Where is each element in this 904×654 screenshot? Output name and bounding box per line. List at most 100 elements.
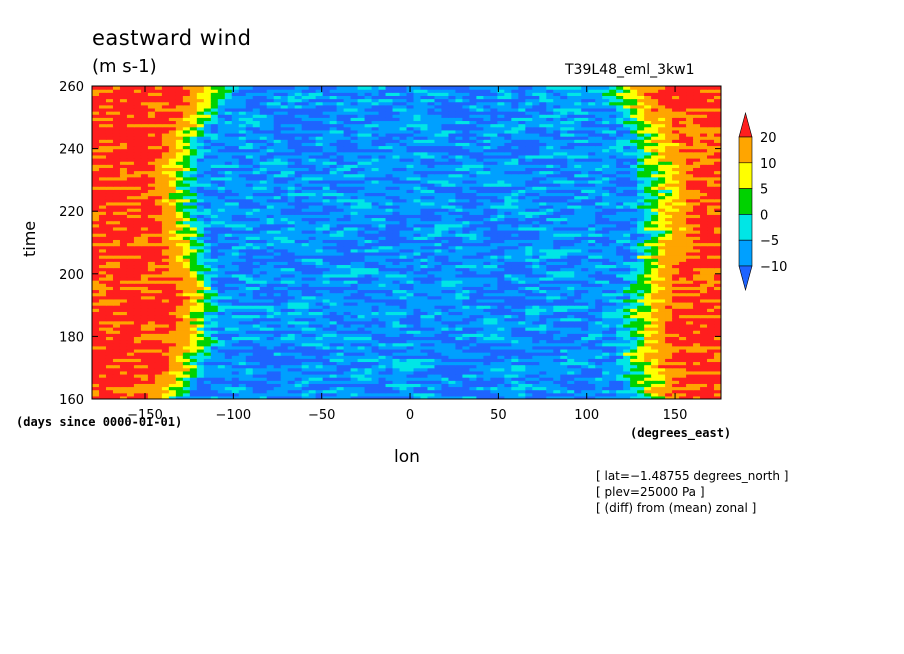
heatmap-cell: [196, 311, 205, 316]
heatmap-cell: [329, 361, 338, 366]
heatmap-cell: [301, 339, 310, 344]
heatmap-cell: [98, 233, 107, 237]
heatmap-cell: [217, 261, 226, 266]
heatmap-cell: [203, 336, 212, 341]
heatmap-cell: [581, 317, 589, 322]
heatmap-cell: [399, 348, 408, 353]
heatmap-cell: [112, 370, 121, 375]
heatmap-cell: [700, 370, 708, 375]
heatmap-cell: [245, 283, 254, 287]
heatmap-cell: [315, 392, 324, 397]
heatmap-cell: [441, 348, 450, 353]
heatmap-cell: [455, 330, 464, 334]
heatmap-cell: [350, 383, 359, 388]
heatmap-cell: [462, 367, 470, 372]
heatmap-cell: [483, 280, 491, 284]
heatmap-cell: [644, 301, 652, 306]
heatmap-cell: [665, 395, 673, 399]
heatmap-cell: [231, 270, 240, 275]
heatmap-cell: [588, 342, 596, 347]
heatmap-cell: [175, 239, 184, 244]
heatmap-cell: [595, 311, 603, 316]
heatmap-cell: [161, 236, 170, 240]
heatmap-cell: [490, 233, 498, 237]
heatmap-cell: [280, 317, 289, 322]
heatmap-cell: [287, 320, 296, 325]
heatmap-cell: [259, 355, 268, 359]
heatmap-cell: [245, 236, 254, 240]
heatmap-cell: [161, 301, 170, 306]
heatmap-cell: [441, 229, 450, 234]
heatmap-cell: [483, 233, 491, 237]
heatmap-cell: [287, 333, 296, 337]
heatmap-cell: [616, 355, 624, 359]
heatmap-cell: [350, 361, 359, 366]
heatmap-cell: [343, 389, 352, 394]
heatmap-cell: [525, 320, 533, 325]
heatmap-cell: [448, 327, 457, 331]
heatmap-cell: [700, 364, 708, 369]
heatmap-cell: [294, 314, 303, 319]
heatmap-cell: [434, 273, 443, 278]
heatmap-cell: [427, 323, 436, 328]
heatmap-cell: [511, 352, 519, 356]
heatmap-cell: [651, 270, 659, 275]
heatmap-cell: [119, 226, 128, 231]
heatmap-cell: [420, 229, 429, 234]
heatmap-cell: [553, 236, 561, 240]
heatmap-cell: [385, 377, 394, 381]
heatmap-cell: [259, 289, 268, 294]
heatmap-cell: [623, 258, 631, 262]
heatmap-cell: [406, 386, 415, 391]
heatmap-cell: [322, 317, 331, 322]
heatmap-cell: [322, 267, 331, 272]
heatmap-cell: [700, 339, 708, 344]
heatmap-cell: [588, 270, 596, 275]
heatmap-cell: [245, 317, 254, 322]
heatmap-cell: [553, 273, 561, 278]
heatmap-cell: [217, 289, 226, 294]
heatmap-cell: [693, 339, 701, 344]
heatmap-cell: [427, 305, 436, 309]
heatmap-cell: [553, 286, 561, 291]
heatmap-cell: [490, 342, 498, 347]
heatmap-cell: [665, 255, 673, 259]
heatmap-cell: [287, 348, 296, 353]
heatmap-cell: [700, 323, 708, 328]
heatmap-cell: [287, 345, 296, 350]
heatmap-cell: [434, 258, 443, 262]
heatmap-cell: [196, 395, 205, 399]
heatmap-cell: [406, 229, 415, 234]
heatmap-cell: [112, 286, 121, 291]
heatmap-cell: [714, 239, 721, 244]
heatmap-cell: [630, 242, 638, 247]
heatmap-cell: [469, 342, 477, 347]
heatmap-cell: [483, 251, 491, 256]
heatmap-cell: [574, 342, 582, 347]
heatmap-cell: [329, 377, 338, 381]
heatmap-cell: [490, 283, 498, 287]
heatmap-cell: [294, 229, 303, 234]
heatmap-cell: [378, 283, 387, 287]
heatmap-cell: [112, 348, 121, 353]
heatmap-cell: [595, 251, 603, 256]
heatmap-cell: [686, 308, 694, 312]
heatmap-cell: [210, 223, 219, 228]
heatmap-cell: [546, 239, 554, 244]
heatmap-cell: [630, 352, 638, 356]
heatmap-cell: [700, 383, 708, 388]
heatmap-cell: [651, 333, 659, 337]
heatmap-cell: [126, 367, 135, 372]
heatmap-cell: [469, 364, 477, 369]
heatmap-cell: [364, 223, 373, 228]
heatmap-cell: [420, 336, 429, 341]
heatmap-cell: [644, 280, 652, 284]
heatmap-cell: [112, 229, 121, 234]
heatmap-cell: [553, 352, 561, 356]
heatmap-cell: [126, 229, 135, 234]
heatmap-cell: [651, 355, 659, 359]
heatmap-cell: [497, 389, 505, 394]
heatmap-cell: [476, 358, 484, 363]
heatmap-cell: [399, 248, 408, 253]
heatmap-cell: [308, 223, 317, 228]
